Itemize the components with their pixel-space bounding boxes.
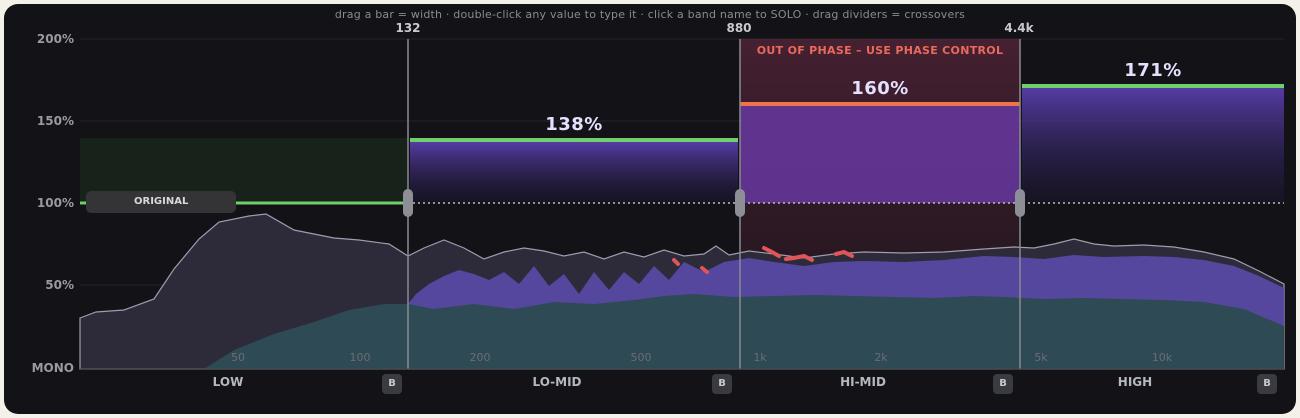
mono-spectrum — [204, 294, 1284, 369]
phase-warning-text: OUT OF PHASE – USE PHASE CONTROL — [756, 44, 1004, 57]
y-label-50: 50% — [45, 278, 74, 292]
crossover-label-3[interactable]: 4.4k — [1004, 21, 1034, 35]
himid-b-button[interactable]: B — [993, 374, 1013, 394]
freq-tick: 2k — [874, 351, 888, 364]
freq-tick: 10k — [1151, 351, 1173, 364]
low-b-button[interactable]: B — [382, 374, 402, 394]
phase-warning-markers — [672, 246, 854, 274]
high-width-value[interactable]: 171% — [1124, 60, 1182, 81]
freq-tick: 5k — [1034, 351, 1048, 364]
crossover-label-1[interactable]: 132 — [395, 21, 421, 35]
freq-tick: 50 — [231, 351, 245, 364]
usage-hint: drag a bar = width · double-click any va… — [334, 8, 966, 21]
high-b-button[interactable]: B — [1257, 374, 1277, 394]
lomid-width-value[interactable]: 138% — [545, 114, 603, 135]
band-name-low[interactable]: LOW — [212, 375, 244, 389]
stereo-width-panel: drag a bar = width · double-click any va… — [4, 4, 1296, 414]
y-label-100: 100% — [36, 196, 74, 210]
lomid-band-region — [410, 141, 738, 203]
divider-handles[interactable] — [403, 189, 1025, 217]
original-label: ORIGINAL — [86, 191, 236, 213]
width-graph — [79, 38, 1285, 370]
freq-tick: 100 — [349, 351, 371, 364]
y-label-200: 200% — [36, 32, 74, 46]
freq-tick: 1k — [753, 351, 767, 364]
freq-tick: 200 — [469, 351, 491, 364]
band-name-high[interactable]: HIGH — [1117, 375, 1153, 389]
y-label-150: 150% — [36, 114, 74, 128]
freq-tick: 500 — [630, 351, 652, 364]
himid-band-region — [740, 104, 1020, 203]
himid-width-value[interactable]: 160% — [851, 78, 909, 99]
band-name-lo-mid[interactable]: LO-MID — [532, 375, 582, 389]
lomid-b-button[interactable]: B — [712, 374, 732, 394]
high-band-region — [1022, 86, 1284, 203]
band-name-hi-mid[interactable]: HI-MID — [840, 375, 886, 389]
crossover-label-2[interactable]: 880 — [726, 21, 752, 35]
y-label-mono: MONO — [31, 361, 74, 375]
